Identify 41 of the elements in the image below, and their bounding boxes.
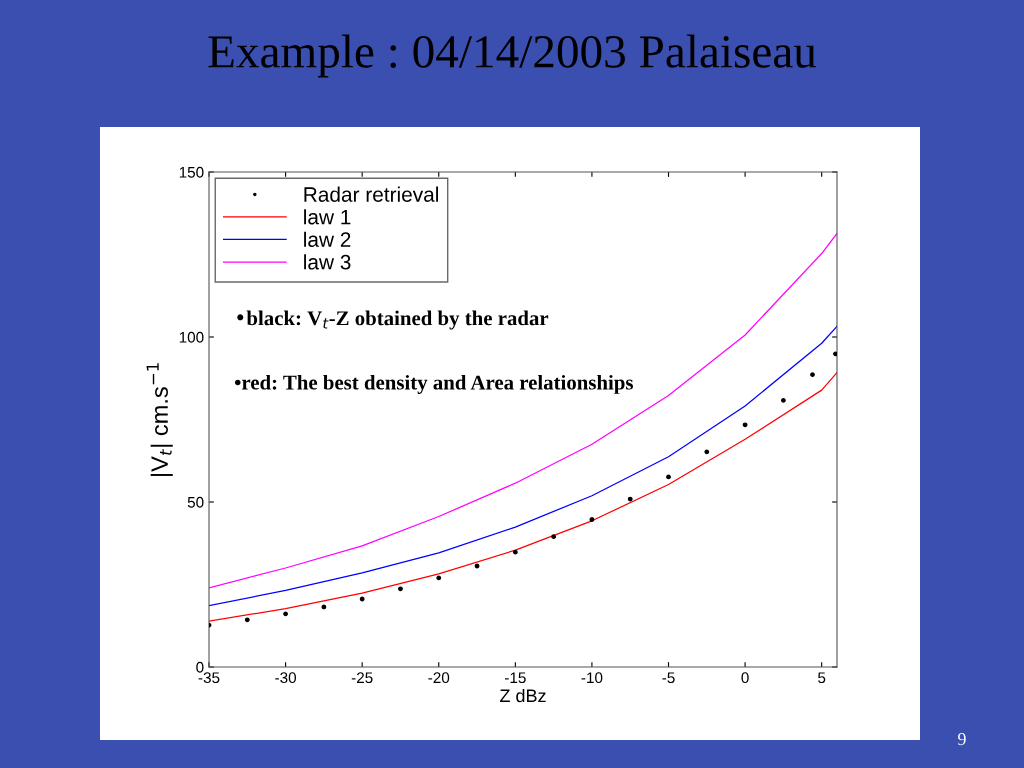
point [589, 517, 595, 522]
x-tick-label: -5 [662, 672, 675, 684]
text: 9 [958, 733, 966, 746]
x-tick-label: -15 [504, 672, 526, 684]
point [283, 611, 288, 617]
x-tick-label: -25 [351, 672, 373, 684]
legend-label: law 1 [304, 209, 351, 225]
point [359, 596, 365, 602]
y-tick-label: 150 [179, 166, 204, 178]
x-tick-label: -20 [428, 672, 450, 684]
point [244, 617, 250, 623]
point [474, 563, 480, 569]
line-series [209, 232, 837, 589]
legend-label: law 3 [304, 254, 351, 270]
x-tick-label: -10 [581, 672, 603, 684]
legend-label: Radar retrieval [304, 186, 438, 202]
x-tick-label: 5 [818, 672, 826, 684]
point [436, 575, 442, 581]
point [666, 474, 671, 480]
point [398, 586, 403, 592]
point [704, 449, 710, 455]
point [742, 422, 748, 428]
annotation: •red: The best density and Area relationships [234, 374, 633, 394]
y-tick-label: 100 [179, 331, 204, 343]
point [780, 397, 786, 403]
y-tick-label: 50 [187, 496, 204, 508]
point [810, 372, 815, 378]
legend-label: law 2 [304, 231, 351, 247]
point [512, 549, 518, 555]
x-tick-label: -35 [198, 672, 220, 684]
x-tick-label: -30 [275, 672, 297, 684]
x-tick-label: 0 [741, 672, 749, 684]
y-tick-label: 0 [196, 661, 204, 673]
point [833, 351, 837, 357]
y-axis-title: |V$_{t}$| cm.s$^{−1}$ [146, 363, 173, 476]
annotation: •black: V$_{t}$-Z obtained by the radar [237, 310, 549, 330]
point [321, 604, 327, 610]
chart-title: Example : 04/14/2003 Palaiseau [208, 34, 817, 78]
point [627, 496, 633, 502]
point [551, 534, 557, 540]
x-axis-title: Z dBz [499, 688, 546, 703]
